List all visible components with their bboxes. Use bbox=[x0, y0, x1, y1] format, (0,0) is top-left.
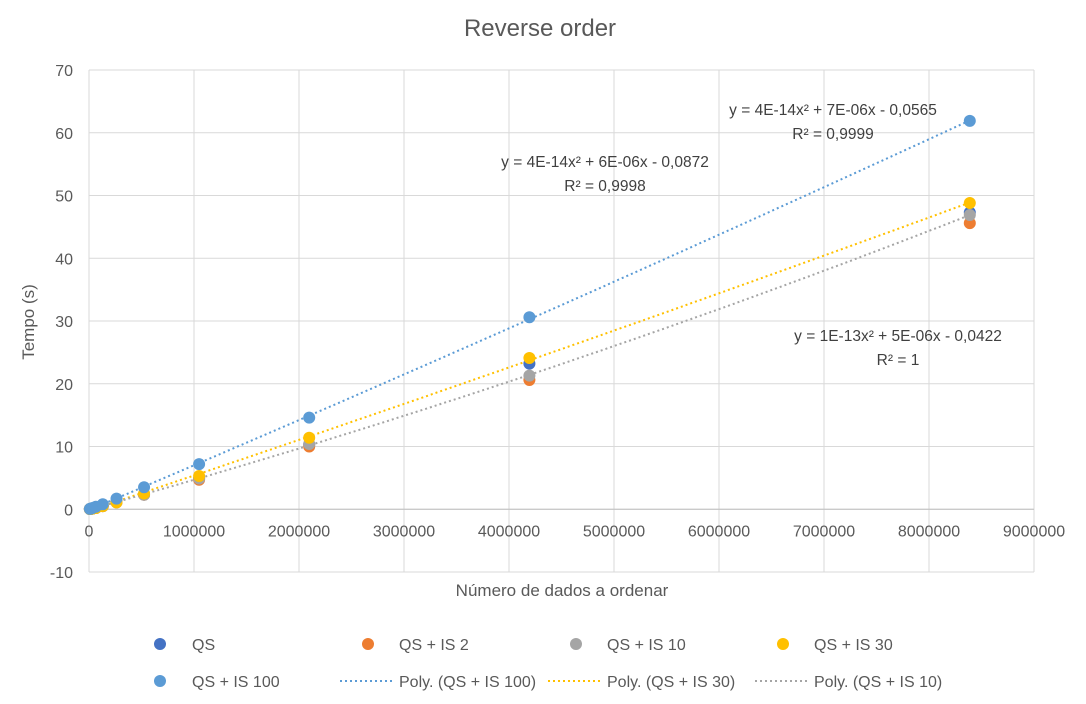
data-points bbox=[83, 114, 976, 516]
y-tick-label: -10 bbox=[50, 565, 73, 582]
data-point-qs-is-100 bbox=[193, 458, 206, 471]
trendline-r2-is30: R² = 0,9998 bbox=[564, 178, 645, 195]
legend-item-qs-is100[interactable]: QS + IS 100 bbox=[154, 674, 280, 691]
y-tick-label: 10 bbox=[55, 440, 73, 457]
y-tick-label: 60 bbox=[55, 126, 73, 143]
y-axis-label: Tempo (s) bbox=[19, 284, 38, 360]
grid bbox=[88, 69, 1035, 573]
legend: QS QS + IS 2 QS + IS 10 QS + IS 30 QS + … bbox=[154, 637, 942, 691]
x-tick-label: 2000000 bbox=[268, 523, 330, 540]
legend-item-poly-is10[interactable]: Poly. (QS + IS 10) bbox=[755, 674, 942, 691]
legend-marker-qs-is30 bbox=[777, 638, 789, 650]
x-tick-label: 9000000 bbox=[1003, 523, 1065, 540]
x-axis-label: Número de dados a ordenar bbox=[456, 581, 669, 600]
data-point-qs-is-100 bbox=[110, 492, 123, 505]
legend-item-poly-is100[interactable]: Poly. (QS + IS 100) bbox=[340, 674, 536, 691]
y-tick-label: 30 bbox=[55, 314, 73, 331]
legend-label-poly-is10: Poly. (QS + IS 10) bbox=[814, 674, 942, 691]
trendline bbox=[89, 201, 971, 512]
data-point-qs-is-100 bbox=[963, 114, 976, 127]
legend-label-qs-is30: QS + IS 30 bbox=[814, 637, 893, 654]
legend-marker-qs-is10 bbox=[570, 638, 582, 650]
chart-title: Reverse order bbox=[464, 15, 616, 42]
y-tick-label: 40 bbox=[55, 251, 73, 268]
legend-marker-qs bbox=[154, 638, 166, 650]
data-point-qs-is-30 bbox=[193, 469, 206, 482]
x-tick-label: 6000000 bbox=[688, 523, 750, 540]
legend-label-qs-is100: QS + IS 100 bbox=[192, 674, 280, 691]
data-point-qs-is-10 bbox=[963, 208, 976, 221]
trendline bbox=[89, 119, 971, 511]
x-tick-label: 7000000 bbox=[793, 523, 855, 540]
trendline-label-is30: y = 4E-14x² + 6E-06x - 0,0872 R² = 0,999… bbox=[501, 154, 709, 195]
trendline-label-is100: y = 4E-14x² + 7E-06x - 0,0565 R² = 0,999… bbox=[729, 102, 937, 143]
legend-label-qs-is2: QS + IS 2 bbox=[399, 637, 469, 654]
legend-marker-qs-is100 bbox=[154, 675, 166, 687]
data-point-qs-is-100 bbox=[96, 498, 109, 511]
x-tick-label: 5000000 bbox=[583, 523, 645, 540]
trendline-r2-is100: R² = 0,9999 bbox=[792, 126, 873, 143]
x-tick-label: 8000000 bbox=[898, 523, 960, 540]
trendline-label-is10: y = 1E-13x² + 5E-06x - 0,0422 R² = 1 bbox=[794, 328, 1002, 369]
trendline-r2-is10: R² = 1 bbox=[877, 352, 920, 369]
tick-labels: -10 0 10 20 30 40 50 60 70 0 1000000 2000000 3000000… bbox=[50, 63, 1065, 582]
trendline-equation-is100: y = 4E-14x² + 7E-06x - 0,0565 bbox=[729, 102, 937, 119]
data-point-qs-is-100 bbox=[303, 411, 316, 424]
legend-label-poly-is30: Poly. (QS + IS 30) bbox=[607, 674, 735, 691]
y-tick-label: 70 bbox=[55, 63, 73, 80]
y-tick-label: 50 bbox=[55, 189, 73, 206]
data-point-qs-is-30 bbox=[303, 431, 316, 444]
trendline-equation-is10: y = 1E-13x² + 5E-06x - 0,0422 bbox=[794, 328, 1002, 345]
legend-item-qs[interactable]: QS bbox=[154, 637, 215, 654]
data-point-qs-is-30 bbox=[523, 352, 536, 365]
legend-item-qs-is10[interactable]: QS + IS 10 bbox=[570, 637, 686, 654]
legend-label-qs: QS bbox=[192, 637, 215, 654]
legend-label-poly-is100: Poly. (QS + IS 100) bbox=[399, 674, 536, 691]
trendline-equation-is30: y = 4E-14x² + 6E-06x - 0,0872 bbox=[501, 154, 709, 171]
y-tick-label: 0 bbox=[64, 502, 73, 519]
data-point-qs-is-30 bbox=[963, 197, 976, 210]
data-point-qs-is-100 bbox=[523, 311, 536, 324]
x-tick-label: 1000000 bbox=[163, 523, 225, 540]
x-tick-label: 3000000 bbox=[373, 523, 435, 540]
y-tick-label: 20 bbox=[55, 377, 73, 394]
legend-item-qs-is30[interactable]: QS + IS 30 bbox=[777, 637, 893, 654]
x-tick-label: 0 bbox=[85, 523, 94, 540]
legend-marker-qs-is2 bbox=[362, 638, 374, 650]
x-tick-label: 4000000 bbox=[478, 523, 540, 540]
data-point-qs-is-10 bbox=[523, 369, 536, 382]
legend-item-qs-is2[interactable]: QS + IS 2 bbox=[362, 637, 469, 654]
legend-item-poly-is30[interactable]: Poly. (QS + IS 30) bbox=[548, 674, 735, 691]
data-point-qs-is-100 bbox=[138, 481, 151, 494]
legend-label-qs-is10: QS + IS 10 bbox=[607, 637, 686, 654]
